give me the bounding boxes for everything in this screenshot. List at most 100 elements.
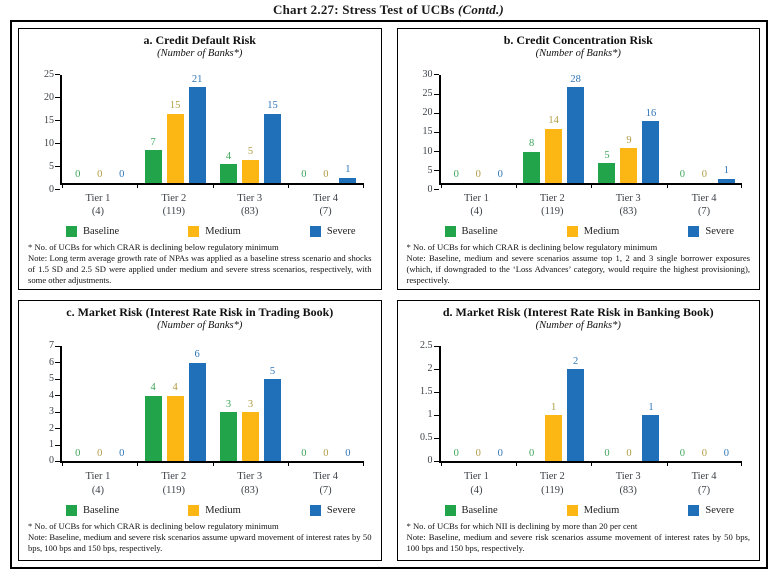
x-axis-labels: Tier 1 (4) Tier 2 (119) Tier 3 (83) Tier 4 (7) xyxy=(60,470,364,497)
bar-wrap: 1 xyxy=(545,346,563,462)
category-count: (4) xyxy=(470,206,483,218)
bar-wrap: 0 xyxy=(696,346,713,461)
bar-value-label: 3 xyxy=(225,398,232,410)
bar-value-label: 0 xyxy=(701,169,707,181)
legend-swatch-medium xyxy=(188,225,200,237)
bar-wrap: 0 xyxy=(492,75,509,183)
bar-severe xyxy=(642,121,660,183)
bar-group-tier-2: 7 15 21 xyxy=(137,74,212,183)
y-tick-label: 7 xyxy=(49,340,54,352)
bar-value-label: 0 xyxy=(604,447,610,459)
bar-wrap: 3 xyxy=(241,346,259,462)
category-label: Tier 4 (7) xyxy=(288,470,364,497)
legend-label: Medium xyxy=(583,504,620,516)
legend-label: Baseline xyxy=(461,504,498,516)
bar-wrap: 0 xyxy=(674,346,691,461)
y-tick xyxy=(55,395,60,397)
legend-item-severe: Severe xyxy=(688,504,734,516)
bar-wrap: 0 xyxy=(620,346,637,461)
bar-wrap: 0 xyxy=(295,346,312,461)
bar-value-label: 0 xyxy=(453,169,459,181)
plot-area: 0 1 2 3 4 5 6 7 0 0 0 4 4 6 3 3 5 0 0 0 xyxy=(49,341,364,467)
category-label: Tier 4 (7) xyxy=(288,192,364,219)
y-tick xyxy=(433,151,439,153)
y-tick xyxy=(433,170,439,172)
bar-value-label: 15 xyxy=(267,100,278,112)
bar-wrap: 0 xyxy=(91,346,108,461)
bar-wrap: 7 xyxy=(144,75,162,183)
x-tick xyxy=(440,182,442,188)
bar-value-label: 0 xyxy=(119,447,125,459)
bar-value-label: 5 xyxy=(247,146,254,158)
x-tick xyxy=(515,182,517,188)
category-count: (119) xyxy=(541,485,564,497)
figure-title-contd: (Contd.) xyxy=(457,2,504,17)
bar-wrap: 0 xyxy=(448,346,465,461)
y-tick-label: 15 xyxy=(44,114,54,126)
category-count: (83) xyxy=(240,206,259,218)
legend-swatch-medium xyxy=(188,504,200,516)
bar-medium xyxy=(241,412,259,462)
y-tick-label: 0 xyxy=(49,455,54,467)
bar-value-label: 0 xyxy=(723,447,729,459)
y-tick xyxy=(433,112,439,114)
y-tick xyxy=(433,437,439,439)
category-label: Tier 3 (83) xyxy=(590,192,666,219)
bar-value-label: 15 xyxy=(169,100,181,112)
bar-wrap: 9 xyxy=(620,75,638,183)
bar-value-label: 8 xyxy=(528,138,535,150)
legend-swatch-baseline xyxy=(66,504,77,516)
bar-wrap: 0 xyxy=(113,75,130,183)
bar-wrap: 16 xyxy=(642,75,660,183)
panel-title: c. Market Risk (Interest Rate Risk in Tr… xyxy=(66,304,334,319)
category-count: (7) xyxy=(319,485,332,497)
y-tick xyxy=(55,362,60,364)
y-tick-label: 6 xyxy=(49,356,54,368)
figure-border-box: a. Credit Default Risk (Number of Banks*)… xyxy=(10,20,768,569)
bar-value-label: 1 xyxy=(723,165,729,177)
bar-value-label: 0 xyxy=(119,169,125,181)
y-tick-label: 4 xyxy=(49,389,54,401)
bar-wrap: 5 xyxy=(598,75,616,183)
bar-wrap: 0 xyxy=(295,75,312,183)
bar-groups: 0 0 0 8 14 28 5 9 16 0 0 1 xyxy=(441,74,743,183)
bar-value-label: 0 xyxy=(475,447,481,459)
chart-panel-c: c. Market Risk (Interest Rate Risk in Tr… xyxy=(18,299,382,561)
x-tick xyxy=(362,461,364,467)
y-tick-label: 5 xyxy=(427,164,433,176)
bar-baseline xyxy=(219,164,237,183)
y-tick xyxy=(55,345,60,347)
bar-wrap: 6 xyxy=(188,346,206,462)
legend-swatch-baseline xyxy=(444,225,456,237)
bar-group-tier-3: 3 3 5 xyxy=(213,346,288,462)
bar-groups: 0 0 0 4 4 6 3 3 5 0 0 0 xyxy=(62,346,364,462)
legend: Baseline Medium Severe xyxy=(28,504,372,516)
bar-wrap: 5 xyxy=(263,346,281,462)
panel-subtitle: (Number of Banks*) xyxy=(535,48,621,60)
panel-subtitle: (Number of Banks*) xyxy=(157,48,243,60)
legend-item-severe: Severe xyxy=(309,504,355,516)
bar-value-label: 0 xyxy=(497,169,503,181)
x-axis-labels: Tier 1 (4) Tier 2 (119) Tier 3 (83) Tier 4 (7) xyxy=(439,192,743,219)
y-tick xyxy=(433,368,439,370)
y-tick xyxy=(433,93,439,95)
legend-item-severe: Severe xyxy=(688,225,734,237)
y-tick-label: 1 xyxy=(49,439,54,451)
y-tick xyxy=(433,74,439,76)
bar-value-label: 4 xyxy=(150,382,156,394)
bar-wrap: 0 xyxy=(598,346,615,461)
y-tick-label: 30 xyxy=(422,68,433,80)
x-tick xyxy=(666,461,668,467)
x-tick xyxy=(591,461,593,467)
bar-wrap: 21 xyxy=(188,74,206,183)
bar-group-tier-4: 0 0 0 xyxy=(288,346,363,461)
bar-severe xyxy=(717,178,735,183)
y-tick-label: 25 xyxy=(422,88,433,100)
footnote-note: Note: Baseline, medium and severe risk s… xyxy=(406,531,751,554)
bar-group-tier-4: 0 0 1 xyxy=(288,75,363,183)
bar-wrap: 1 xyxy=(642,346,660,462)
category-label: Tier 2 (119) xyxy=(136,192,212,219)
bar-wrap: 5 xyxy=(241,75,259,183)
panel-title: a. Credit Default Risk xyxy=(143,33,256,47)
footnotes: * No. of UCBs for which CRAR is declinin… xyxy=(28,242,372,287)
